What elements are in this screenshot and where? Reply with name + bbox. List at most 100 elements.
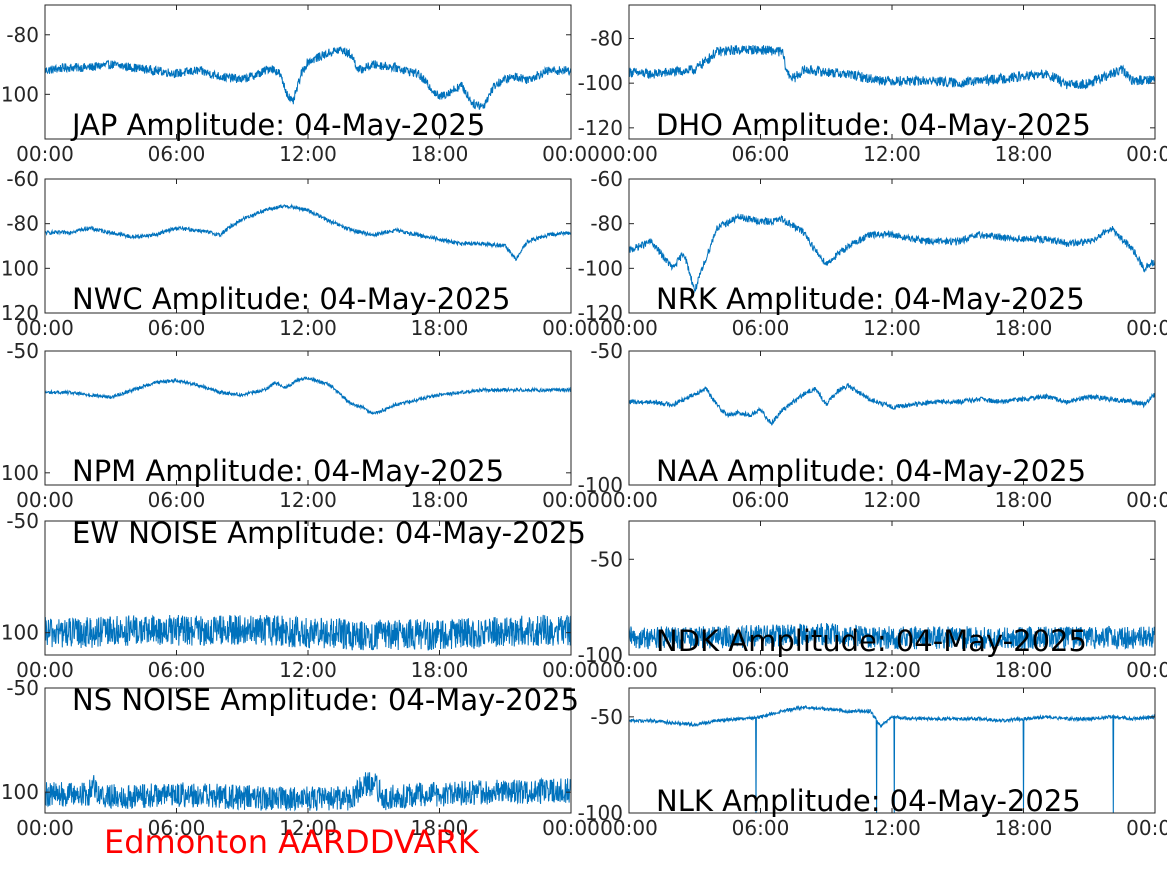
x-tick-label: 18:00 [411, 142, 469, 166]
x-tick-label: 00:00 [16, 816, 74, 840]
y-tick-label: -50 [590, 339, 623, 363]
y-tick-label: -60 [6, 167, 39, 191]
x-tick-label: 18:00 [411, 816, 469, 840]
amplitude-series-line [629, 704, 1155, 813]
amplitude-series-line [629, 622, 1155, 650]
amplitude-series-line [629, 44, 1155, 90]
x-tick-label: 06:00 [732, 316, 790, 340]
amplitude-series-line [45, 772, 571, 812]
x-tick-label: 06:00 [148, 316, 206, 340]
panel-nrk: 00:00 06:00 12:00 18:00 00:00 -60 -80 -100 -120 N… [578, 167, 1167, 340]
y-tick-label: -100 [0, 780, 39, 804]
x-tick-label: 06:00 [732, 816, 790, 840]
x-tick-label: 12:00 [279, 142, 337, 166]
panel-npm: 00:00 06:00 12:00 18:00 00:00 -50 -100 NPM Ampl… [0, 339, 600, 512]
x-tick-label: 00:00 [600, 316, 658, 340]
y-tick-label: -60 [590, 167, 623, 191]
x-tick-label: 06:00 [732, 488, 790, 512]
x-tick-label: 18:00 [995, 488, 1053, 512]
panel-ndk: 00:00 06:00 12:00 18:00 00:00 -50 -100 NDK Ampl… [578, 520, 1167, 682]
y-tick-label: -80 [590, 27, 623, 51]
x-tick-label: 12:00 [863, 816, 921, 840]
x-tick-label: 18:00 [411, 658, 469, 682]
panel-title: NPM Amplitude: 04-May-2025 [72, 454, 504, 488]
x-tick-label: 00:00 [16, 142, 74, 166]
x-tick-label: 00:00 [1126, 658, 1167, 682]
panel-title: NWC Amplitude: 04-May-2025 [72, 282, 511, 316]
x-tick-label: 18:00 [411, 488, 469, 512]
y-tick-label: -100 [0, 82, 39, 106]
x-tick-label: 18:00 [995, 816, 1053, 840]
x-tick-label: 18:00 [995, 316, 1053, 340]
amplitude-series-line [629, 213, 1155, 294]
panel-nwc: 00:00 06:00 12:00 18:00 00:00 -60 -80 -100 -120 N… [0, 167, 600, 340]
x-tick-label: 12:00 [279, 816, 337, 840]
amplitude-series-line [45, 46, 571, 111]
y-tick-label: -100 [0, 256, 39, 280]
y-tick-label: -120 [578, 116, 623, 140]
panel-title: NDK Amplitude: 04-May-2025 [656, 624, 1087, 658]
panel-naa: 00:00 06:00 12:00 18:00 00:00 -50 -100 NAA Ampl… [578, 339, 1167, 512]
panel-jap: 00:00 06:00 12:00 18:00 00:00 -80 -100 JAP Ampl… [0, 4, 600, 166]
x-tick-label: 00:00 [600, 658, 658, 682]
y-tick-label: -50 [6, 339, 39, 363]
y-tick-label: -100 [0, 621, 39, 645]
x-tick-label: 12:00 [279, 658, 337, 682]
x-tick-label: 12:00 [863, 316, 921, 340]
x-tick-label: 06:00 [148, 816, 206, 840]
y-tick-label: -50 [6, 509, 39, 533]
x-tick-label: 00:00 [1126, 316, 1167, 340]
y-tick-label: -100 [578, 256, 623, 280]
x-tick-label: 12:00 [863, 142, 921, 166]
x-tick-label: 00:00 [1126, 142, 1167, 166]
x-tick-label: 12:00 [863, 488, 921, 512]
x-tick-label: 06:00 [732, 658, 790, 682]
y-tick-label: -50 [590, 547, 623, 571]
y-tick-label: -120 [578, 301, 623, 325]
x-tick-label: 00:00 [542, 658, 600, 682]
x-tick-label: 18:00 [411, 316, 469, 340]
y-tick-label: -100 [0, 461, 39, 485]
panel-title: NLK Amplitude: 04-May-2025 [656, 784, 1081, 818]
x-tick-label: 06:00 [732, 142, 790, 166]
y-tick-label: -80 [590, 212, 623, 236]
x-tick-label: 12:00 [863, 658, 921, 682]
x-tick-label: 00:00 [16, 658, 74, 682]
station-footer-label: Edmonton AARDDVARK [104, 823, 479, 861]
x-tick-label: 12:00 [279, 316, 337, 340]
x-tick-label: 00:00 [542, 816, 600, 840]
panel-ns-noise: 00:00 06:00 12:00 18:00 00:00 -50 -100 NS NOISE… [0, 676, 600, 840]
x-tick-label: 18:00 [995, 658, 1053, 682]
y-tick-label: -50 [590, 705, 623, 729]
x-tick-label: 06:00 [148, 658, 206, 682]
x-tick-label: 00:00 [600, 488, 658, 512]
y-tick-label: -100 [578, 473, 623, 497]
panel-title: NAA Amplitude: 04-May-2025 [656, 454, 1086, 488]
x-tick-label: 06:00 [148, 488, 206, 512]
x-tick-label: 00:00 [1126, 488, 1167, 512]
x-tick-label: 00:00 [600, 816, 658, 840]
y-tick-label: -100 [578, 71, 623, 95]
y-tick-label: -50 [6, 676, 39, 700]
x-tick-label: 18:00 [995, 142, 1053, 166]
panel-ew-noise: 00:00 06:00 12:00 18:00 00:00 -50 -100 EW NOISE… [0, 509, 600, 682]
x-tick-label: 12:00 [279, 488, 337, 512]
y-tick-label: -120 [0, 301, 39, 325]
x-tick-label: 00:00 [542, 142, 600, 166]
x-tick-label: 00:00 [1126, 816, 1167, 840]
amplitude-series-line [45, 614, 571, 651]
y-tick-label: -100 [578, 801, 623, 825]
x-tick-label: 06:00 [148, 142, 206, 166]
y-tick-label: -80 [6, 212, 39, 236]
amplitude-series-line [45, 375, 571, 415]
y-tick-label: -100 [578, 643, 623, 667]
panel-title: NS NOISE Amplitude: 04-May-2025 [72, 683, 579, 717]
panel-title: DHO Amplitude: 04-May-2025 [656, 108, 1091, 142]
x-tick-label: 00:00 [16, 316, 74, 340]
panel-nlk: 00:00 06:00 12:00 18:00 00:00 -50 -100 NLK Ampl… [578, 687, 1167, 840]
amplitude-series-line [45, 203, 571, 262]
x-tick-label: 00:00 [16, 488, 74, 512]
y-tick-label: -80 [6, 23, 39, 47]
panel-title: JAP Amplitude: 04-May-2025 [70, 108, 485, 142]
